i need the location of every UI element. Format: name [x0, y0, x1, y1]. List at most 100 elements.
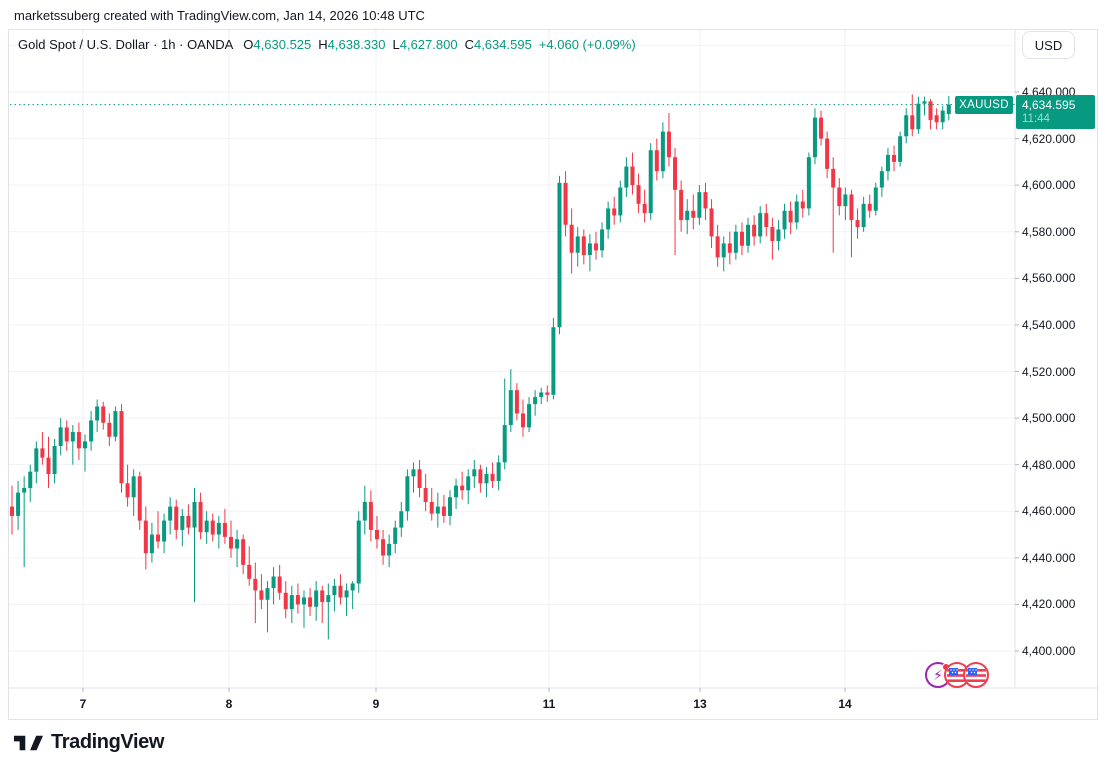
- candle-body: [271, 576, 276, 589]
- candle-body: [107, 422, 112, 437]
- candle-body: [727, 243, 732, 253]
- candle-body: [22, 487, 27, 493]
- candle-body: [216, 522, 221, 535]
- candle-body: [636, 185, 641, 204]
- candle-body: [806, 157, 811, 209]
- candle-body: [125, 483, 130, 498]
- price-scale-label: 4,560.000: [1022, 271, 1076, 286]
- candle-body: [101, 406, 106, 423]
- candle-body: [64, 427, 69, 442]
- candle-body: [435, 506, 440, 514]
- candle-body: [484, 473, 489, 484]
- candle-body: [867, 203, 872, 211]
- candle-body: [460, 485, 465, 491]
- candle-body: [381, 539, 386, 556]
- candle-body: [618, 187, 623, 216]
- candle-body: [904, 115, 909, 137]
- candle-body: [441, 506, 446, 516]
- candle-body: [575, 236, 580, 253]
- candle-body: [46, 457, 51, 474]
- us-flag-event-icon[interactable]: [963, 662, 989, 688]
- low-value: L4,627.800: [392, 37, 458, 52]
- price-scale-label: 4,520.000: [1022, 364, 1076, 379]
- candle-body: [447, 497, 452, 516]
- candle-body: [149, 534, 154, 554]
- candle-body: [593, 243, 598, 251]
- candle-body: [600, 229, 605, 251]
- candle-body: [758, 213, 763, 237]
- change-value: +4.060 (+0.09%): [538, 37, 636, 52]
- candle-body: [703, 192, 708, 209]
- candle-body: [277, 576, 282, 593]
- candle-body: [332, 585, 337, 596]
- candle-body: [143, 520, 148, 554]
- candle-body: [247, 564, 252, 579]
- candle-body: [557, 182, 562, 328]
- candle-body: [89, 420, 94, 442]
- candle-body: [314, 590, 319, 607]
- candle-body: [885, 154, 890, 172]
- candle-body: [204, 520, 209, 533]
- time-scale-label: 11: [542, 697, 556, 711]
- candle-body: [405, 476, 410, 512]
- candle-body: [527, 404, 532, 428]
- candle-body: [642, 203, 647, 214]
- candle-body: [393, 527, 398, 544]
- candle-body: [654, 150, 659, 172]
- candle-body: [131, 476, 136, 498]
- economic-events: ⚡: [925, 662, 989, 689]
- candle-body: [265, 588, 270, 600]
- time-scale-label: 9: [372, 697, 380, 711]
- candle-body: [879, 171, 884, 188]
- candle-body: [928, 101, 933, 120]
- candle-body: [800, 201, 805, 209]
- candle-body: [76, 432, 81, 449]
- candle-body: [630, 166, 635, 186]
- candle-body: [174, 506, 179, 530]
- chart-widget-frame: [8, 29, 1098, 720]
- time-axis[interactable]: 7 8 9 11 13 14: [8, 689, 1015, 720]
- candle-body: [794, 201, 799, 223]
- candle-body: [788, 210, 793, 223]
- candle-body: [429, 501, 434, 514]
- price-scale-label: 4,540.000: [1022, 317, 1076, 332]
- candle-body: [551, 327, 556, 395]
- candle-body: [168, 506, 173, 521]
- candle-body: [362, 501, 367, 521]
- candle-body: [764, 213, 769, 228]
- candle-body: [679, 189, 684, 221]
- candle-body: [295, 595, 300, 605]
- candle-body: [186, 515, 191, 528]
- candle-body: [520, 413, 525, 428]
- candle-body: [861, 203, 866, 228]
- candle-body: [660, 131, 665, 172]
- candle-body: [113, 411, 118, 437]
- candle-body: [733, 231, 738, 253]
- candle-body: [326, 595, 331, 603]
- candle-body: [606, 208, 611, 230]
- currency-toggle-button[interactable]: USD: [1022, 31, 1075, 59]
- candle-body: [721, 243, 726, 258]
- candle-body: [746, 224, 751, 246]
- candle-body: [235, 539, 240, 549]
- close-value: C4,634.595: [464, 37, 532, 52]
- candle-body: [338, 585, 343, 598]
- candle-body: [545, 392, 550, 395]
- candle-body: [387, 543, 392, 556]
- candle-body: [934, 115, 939, 123]
- price-axis[interactable]: 4,640.000 4,620.000 4,600.000 4,580.000 4,56…: [1016, 29, 1098, 688]
- tradingview-logo[interactable]: TradingView: [14, 731, 164, 754]
- candle-body: [411, 469, 416, 477]
- candle-body: [898, 136, 903, 162]
- candle-body: [374, 529, 379, 540]
- candle-body: [180, 515, 185, 530]
- candle-body: [308, 597, 313, 607]
- candle-body: [825, 138, 830, 169]
- candle-body: [922, 101, 927, 104]
- attribution-text: marketssuberg created with TradingView.c…: [14, 8, 425, 23]
- candle-body: [624, 166, 629, 188]
- bar-countdown: 11:44: [1022, 113, 1050, 126]
- candle-body: [70, 432, 75, 442]
